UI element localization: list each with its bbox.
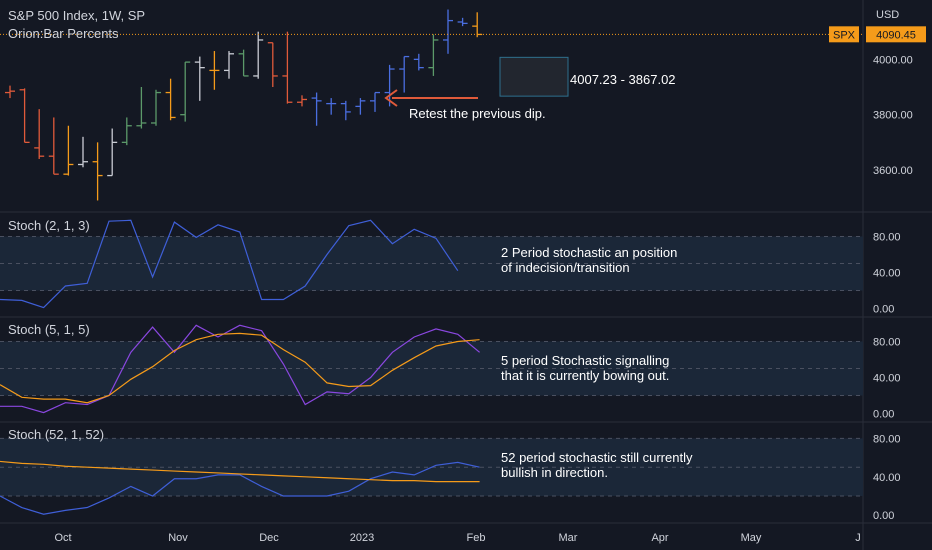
range-box [499, 56, 569, 97]
stoch-note: of indecision/transition [501, 260, 630, 275]
ohlc-bar [63, 125, 74, 176]
ohlc-bar [297, 95, 307, 107]
time-tick-label: 2023 [350, 532, 374, 544]
stoch-tick-label: 80.00 [873, 337, 901, 349]
stoch-tick-label: 0.00 [873, 304, 894, 316]
stoch-pane-5: Stoch (5, 1, 5) 5 period Stochastic sign… [0, 322, 901, 421]
price-tick-label: 3600.00 [873, 165, 913, 177]
stoch-band [0, 236, 863, 291]
range-box-rect [499, 56, 569, 97]
stoch-band [0, 341, 863, 396]
ohlc-bar [399, 55, 410, 93]
stoch-note: bullish in direction. [501, 465, 608, 480]
ohlc-bar [370, 91, 380, 112]
ohlc-bars [5, 9, 483, 201]
price-tag-symbol-box [829, 26, 859, 43]
time-tick-label: Mar [559, 532, 578, 544]
stoch-pane-2: Stoch (2, 1, 3) 2 Period stochastic an p… [0, 218, 901, 316]
currency-label: USD [876, 9, 899, 21]
time-tick-label: Nov [168, 532, 188, 544]
ohlc-bar [151, 89, 161, 126]
ohlc-bar [413, 53, 424, 71]
price-tick-label: 3800.00 [873, 110, 913, 122]
price-tag: SPX 4090.45 [829, 26, 926, 43]
time-tick-label: May [741, 532, 762, 544]
chart-title: S&P 500 Index, 1W, SP [8, 8, 145, 23]
time-axis: Oct Nov Dec 2023 Feb Mar Apr May J [54, 532, 860, 544]
ohlc-bar [209, 51, 220, 90]
stoch-tick-label: 0.00 [873, 409, 894, 421]
stoch-tick-label: 0.00 [873, 510, 894, 522]
ohlc-bar [107, 128, 118, 177]
ohlc-bar [165, 78, 176, 121]
stoch-note: 5 period Stochastic signalling [501, 353, 669, 368]
ohlc-bar [340, 100, 351, 121]
price-tag-symbol: SPX [833, 29, 856, 41]
stoch-note: that it is currently bowing out. [501, 368, 669, 383]
stoch-tick-label: 80.00 [873, 232, 901, 244]
ohlc-bar [311, 92, 322, 126]
stoch-pane-title: Stoch (2, 1, 3) [8, 218, 90, 233]
ohlc-bar [355, 98, 366, 115]
ohlc-bar [78, 136, 88, 168]
stoch-line [0, 219, 459, 309]
stoch-line [0, 324, 480, 414]
stoch-tick-label: 40.00 [873, 268, 901, 280]
time-tick-label: Apr [651, 532, 668, 544]
ohlc-bar [472, 12, 483, 38]
ohlc-bar [180, 61, 191, 122]
ohlc-bar [34, 109, 45, 159]
ohlc-bar [457, 17, 468, 27]
ohlc-bar [238, 49, 249, 77]
ohlc-bar [253, 31, 264, 79]
stoch-line [0, 461, 480, 515]
ohlc-bar [428, 34, 439, 76]
ohlc-bar [92, 142, 103, 201]
stoch-line [0, 332, 480, 404]
price-pane: 4007.23 - 3867.02 Retest the previous di… [0, 8, 926, 201]
time-tick-label: Feb [467, 532, 486, 544]
retest-label: Retest the previous dip. [409, 106, 546, 121]
ohlc-bar [326, 98, 337, 115]
ohlc-bar [194, 56, 205, 101]
price-tag-value: 4090.45 [876, 29, 916, 41]
stoch-tick-label: 40.00 [873, 472, 901, 484]
stoch-note: 52 period stochastic still currently [501, 450, 693, 465]
price-axis: 4000.00 3800.00 3600.00 [873, 54, 913, 177]
ohlc-bar [267, 42, 278, 88]
ohlc-bar [224, 51, 234, 79]
ohlc-bar [5, 85, 15, 99]
stoch-pane-title: Stoch (52, 1, 52) [8, 427, 104, 442]
ohlc-bar [19, 88, 30, 144]
retest-arrow-head [384, 89, 398, 107]
range-label: 4007.23 - 3867.02 [570, 72, 676, 87]
retest-arrow [384, 89, 478, 107]
indicator-name: Orion:Bar Percents [8, 26, 119, 41]
stoch-tick-label: 80.00 [873, 433, 901, 445]
stoch-pane-title: Stoch (5, 1, 5) [8, 322, 90, 337]
price-tick-label: 4000.00 [873, 54, 913, 66]
time-tick-label: Dec [259, 532, 279, 544]
ohlc-bar [282, 31, 293, 104]
ohlc-bar [121, 117, 132, 146]
ohlc-bar [443, 9, 453, 54]
time-tick-label: Oct [54, 532, 71, 544]
stoch-pane-52: Stoch (52, 1, 52) 52 period stochastic s… [0, 427, 901, 522]
ohlc-bar [48, 117, 59, 175]
time-tick-label: J [855, 532, 861, 544]
ohlc-bar [136, 87, 147, 129]
price-tag-value-box [866, 26, 926, 43]
stoch-note: 2 Period stochastic an position [501, 245, 677, 260]
stoch-line [0, 460, 480, 483]
stoch-tick-label: 40.00 [873, 373, 901, 385]
